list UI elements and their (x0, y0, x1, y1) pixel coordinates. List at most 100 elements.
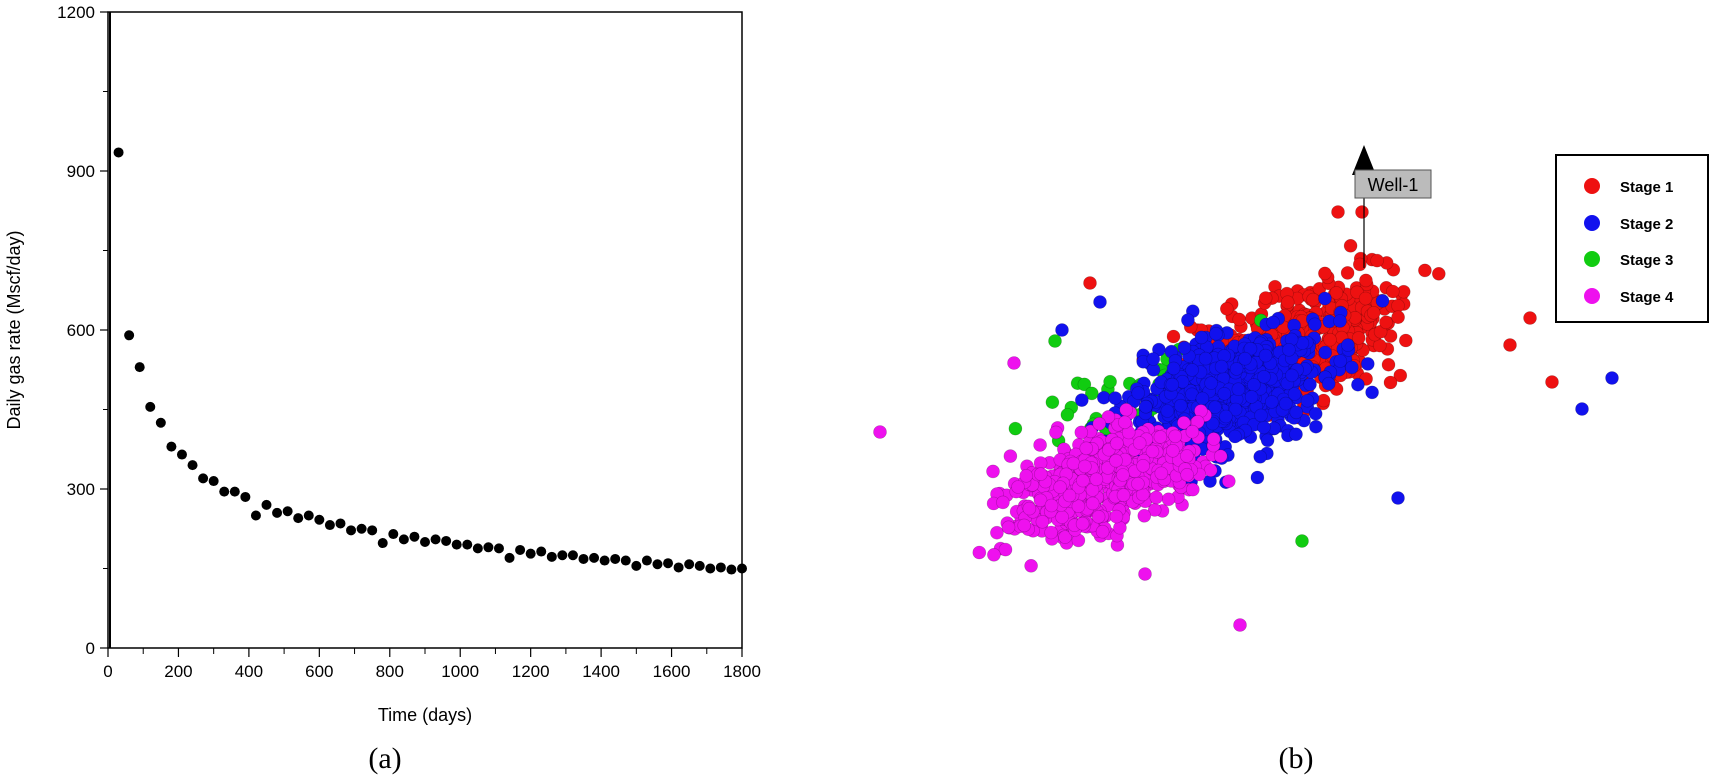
event-stage-1 (1355, 205, 1369, 219)
legend-marker-stage-3 (1584, 251, 1600, 267)
event-stage-2 (1097, 390, 1111, 405)
event-stage-2 (1177, 340, 1192, 355)
event-stage-2 (1205, 416, 1220, 431)
data-point (198, 473, 209, 484)
event-stage-2 (1282, 342, 1296, 357)
event-stage-2 (1165, 377, 1180, 392)
event-stage-4 (1137, 508, 1152, 523)
data-point (176, 449, 187, 460)
x-tick-label: 1000 (441, 662, 479, 681)
event-stage-2 (1194, 330, 1209, 345)
data-point (493, 543, 504, 554)
event-stage-2 (1258, 348, 1273, 363)
event-stage-2 (1289, 427, 1303, 442)
event-stage-2 (1198, 351, 1213, 366)
event-stage-2 (1238, 351, 1252, 366)
event-stage-2 (1139, 399, 1153, 414)
data-point (641, 555, 652, 566)
event-stage-2 (1318, 345, 1332, 360)
event-stage-2 (1341, 338, 1355, 352)
event-stage-1 (1503, 338, 1517, 352)
event-stage-2 (1204, 376, 1218, 390)
event-stage-2 (1321, 376, 1336, 391)
event-stage-1 (1340, 266, 1355, 280)
data-point (546, 551, 557, 562)
event-stage-2 (1217, 386, 1232, 401)
gas-rate-points (113, 147, 747, 575)
data-point (504, 552, 515, 563)
data-point (430, 534, 441, 545)
event-stage-2 (1075, 393, 1089, 407)
data-point (589, 552, 600, 563)
event-stage-1 (1373, 338, 1387, 353)
event-stage-2 (1208, 400, 1222, 415)
data-point (631, 560, 642, 571)
event-stage-2 (1173, 398, 1188, 413)
event-stage-4 (987, 547, 1001, 562)
event-stage-2 (1575, 402, 1589, 416)
data-point (398, 534, 409, 545)
data-point (684, 559, 695, 570)
event-stage-1 (1343, 239, 1358, 253)
data-point (356, 523, 367, 534)
event-stage-1 (1166, 329, 1181, 344)
x-tick-label: 1400 (582, 662, 620, 681)
x-axis-label: Time (days) (378, 705, 472, 725)
data-point (134, 362, 145, 373)
event-stage-2 (1229, 362, 1244, 376)
event-stage-4 (1166, 443, 1180, 458)
event-stage-2 (1375, 294, 1390, 308)
event-stage-2 (1247, 378, 1261, 392)
event-stage-2 (1365, 385, 1379, 400)
event-stage-2 (1166, 361, 1181, 376)
legend-marker-stage-2 (1584, 215, 1600, 231)
event-stage-1 (1306, 292, 1320, 307)
event-stage-4 (1022, 501, 1037, 516)
data-point (155, 417, 166, 428)
legend-label-stage-4: Stage 4 (1620, 289, 1674, 306)
event-stage-1 (1351, 331, 1366, 345)
x-tick-label: 1600 (653, 662, 691, 681)
event-stage-4 (1180, 449, 1194, 463)
data-point (187, 460, 198, 471)
x-tick-label: 600 (305, 662, 333, 681)
event-stage-1 (1358, 291, 1373, 306)
event-stage-2 (1055, 323, 1069, 337)
data-point (663, 558, 674, 569)
event-stage-2 (1265, 395, 1279, 409)
data-point (303, 510, 314, 521)
data-point (229, 486, 240, 497)
well-label: Well-1 (1368, 175, 1419, 195)
event-stage-4 (1186, 482, 1200, 497)
data-point (673, 562, 684, 573)
event-stage-2 (1219, 409, 1233, 424)
event-stage-2 (1266, 315, 1280, 330)
event-stage-4 (1213, 449, 1228, 464)
event-stage-2 (1214, 359, 1229, 374)
event-stage-4 (1089, 472, 1104, 487)
event-stage-4 (972, 545, 987, 560)
event-stage-2 (1308, 406, 1323, 421)
event-stage-2 (1287, 387, 1302, 401)
event-stage-4 (1017, 518, 1031, 533)
data-point (124, 330, 135, 341)
x-tick-label: 1200 (512, 662, 550, 681)
y-tick-label: 0 (86, 639, 95, 658)
event-stage-3 (1060, 407, 1075, 422)
event-stage-2 (1318, 291, 1332, 306)
microseismic-events (873, 205, 1619, 632)
event-stage-4 (986, 464, 1000, 479)
event-stage-4 (1132, 436, 1147, 450)
event-stage-4 (1203, 463, 1218, 478)
event-stage-2 (1185, 363, 1199, 377)
event-stage-1 (1258, 291, 1273, 305)
event-stage-2 (1253, 449, 1267, 464)
event-stage-2 (1345, 360, 1359, 375)
event-stage-1 (1220, 301, 1234, 316)
data-point (715, 562, 726, 573)
data-point (451, 539, 462, 550)
event-stage-4 (1011, 480, 1025, 494)
event-stage-3 (1008, 421, 1023, 436)
event-stage-4 (1074, 425, 1089, 440)
event-stage-3 (1077, 377, 1092, 392)
